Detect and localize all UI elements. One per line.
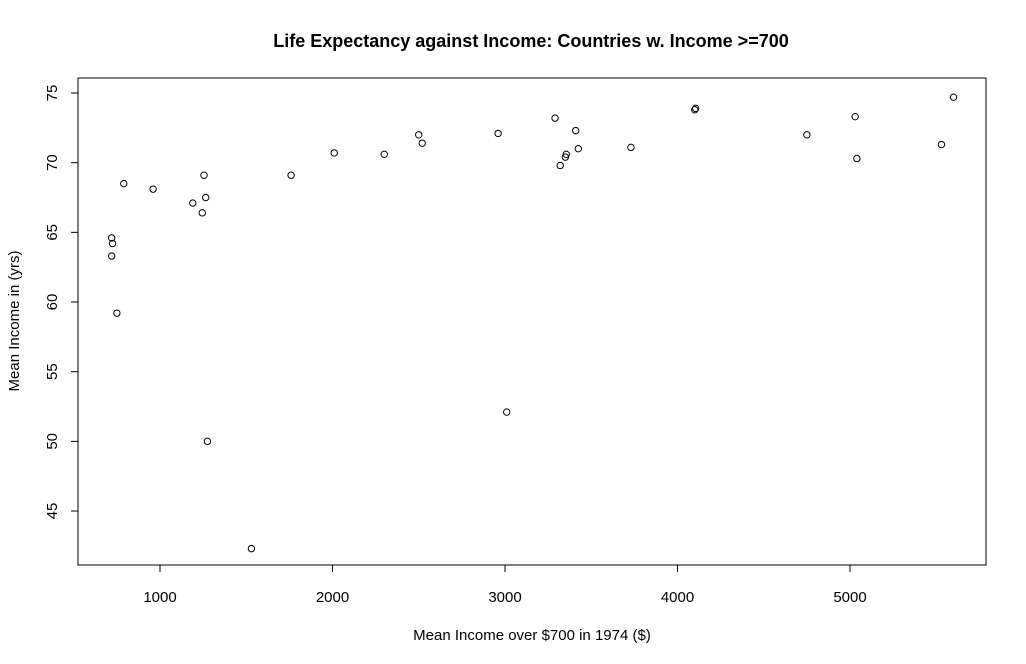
data-point	[691, 104, 700, 113]
data-point	[108, 234, 116, 242]
data-point	[108, 239, 117, 248]
x-axis: 1000 2000 3000 4000 5000	[143, 564, 867, 606]
x-tick-label: 4000	[661, 589, 694, 606]
data-point	[200, 171, 208, 179]
data-point	[203, 437, 212, 446]
data-point	[149, 185, 157, 193]
data-point	[937, 140, 946, 149]
data-point	[247, 544, 256, 553]
data-point	[853, 154, 861, 163]
data-point	[415, 131, 423, 139]
plot-frame	[77, 77, 987, 566]
y-tick-label: 45	[44, 503, 61, 520]
data-point	[691, 106, 699, 114]
y-tick-label: 60	[44, 294, 61, 311]
x-axis-label: Mean Income over $700 in 1974 ($)	[413, 627, 651, 644]
data-point	[627, 143, 635, 152]
data-points	[108, 93, 958, 553]
data-point	[330, 149, 338, 157]
y-tick-label: 65	[44, 224, 61, 241]
data-point	[949, 93, 958, 101]
x-tick-label: 1000	[143, 589, 176, 606]
data-point	[418, 139, 426, 147]
data-point	[572, 126, 580, 135]
y-tick-label: 75	[44, 85, 61, 102]
data-point	[120, 179, 128, 188]
data-point	[551, 114, 559, 122]
data-point	[851, 112, 859, 121]
data-point	[503, 408, 511, 416]
data-point	[108, 252, 116, 260]
x-tick-label: 2000	[316, 589, 349, 606]
data-point	[562, 150, 570, 159]
data-point	[198, 209, 206, 217]
data-point	[287, 171, 295, 179]
data-point	[189, 199, 197, 207]
chart-title: Life Expectancy against Income: Countrie…	[273, 31, 789, 51]
y-tick-label: 50	[44, 433, 61, 450]
data-point	[556, 161, 564, 170]
data-point	[574, 145, 583, 153]
data-point	[113, 309, 121, 317]
data-point	[803, 131, 811, 139]
data-point	[380, 150, 388, 159]
y-tick-label: 55	[44, 363, 61, 380]
x-tick-label: 5000	[833, 589, 866, 606]
y-axis: 45 50 55 60 65 70 75	[44, 85, 79, 520]
x-tick-label: 3000	[488, 589, 521, 606]
y-tick-label: 70	[44, 154, 61, 171]
data-point	[494, 129, 502, 138]
data-point	[202, 193, 210, 202]
y-axis-label: Mean Income in (yrs)	[6, 251, 23, 392]
